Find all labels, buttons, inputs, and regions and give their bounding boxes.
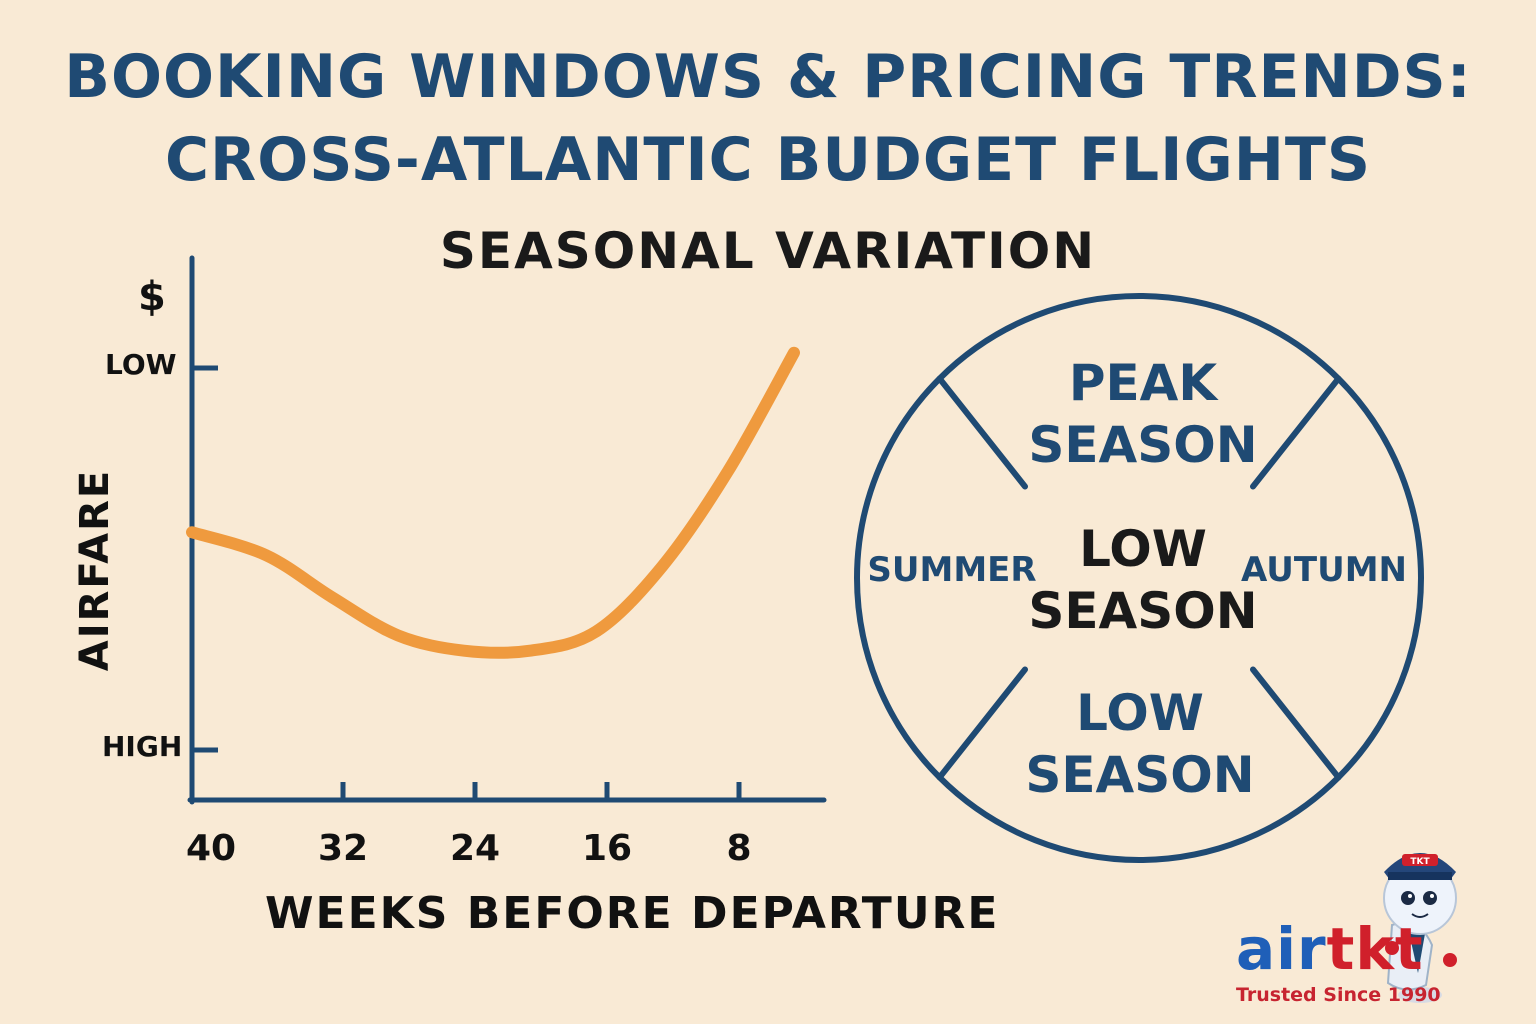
- season-center-line-1: LOW: [1079, 520, 1207, 578]
- x-axis-label: WEEKS BEFORE DEPARTURE: [265, 888, 1000, 939]
- page-title-line-1: BOOKING WINDOWS & PRICING TRENDS:: [64, 42, 1472, 112]
- season-wheel-circle: [854, 293, 1424, 863]
- mascot-hat-badge: TKT: [1410, 857, 1430, 867]
- season-bottom-label: LOW SEASON: [1025, 682, 1254, 806]
- x-tick-label: 8: [726, 828, 752, 869]
- x-tick-label: 16: [581, 828, 633, 869]
- season-wheel: [854, 293, 1424, 863]
- airfare-series-line: [186, 346, 800, 659]
- season-center-line-2: SEASON: [1028, 582, 1258, 640]
- season-bottom-line-1: LOW: [1076, 684, 1204, 742]
- y-axis-currency-symbol: $: [138, 274, 166, 320]
- season-wheel-divider: [1250, 375, 1342, 490]
- y-tick-label: LOW: [105, 348, 177, 381]
- x-tick-label: 32: [317, 828, 369, 869]
- y-axis-label: AIRFARE: [72, 468, 118, 672]
- season-left-label: SUMMER: [867, 550, 1037, 590]
- page-title-line-2: CROSS-ATLANTIC BUDGET FLIGHTS: [164, 125, 1372, 195]
- season-top-label: PEAK SEASON: [1028, 352, 1257, 476]
- chart-subtitle: SEASONAL VARIATION: [439, 222, 1097, 280]
- chart-axes: [187, 255, 827, 805]
- brand-name-part-2: tkt: [1326, 915, 1424, 983]
- brand-tagline: Trusted Since 1990: [1236, 984, 1441, 1006]
- y-tick-label: HIGH: [102, 730, 183, 763]
- season-right-label: AUTUMN: [1241, 550, 1407, 590]
- season-bottom-line-2: SEASON: [1025, 746, 1255, 804]
- x-tick-label: 40: [185, 828, 237, 869]
- chart-series: [186, 346, 800, 659]
- brand-name: airtkt: [1236, 918, 1424, 980]
- mascot-logo: TKT: [1383, 853, 1457, 1003]
- season-wheel-divider: [936, 666, 1028, 781]
- season-top-line-1: PEAK: [1068, 354, 1218, 412]
- brand-name-part-1: air: [1236, 915, 1327, 983]
- season-wheel-divider: [936, 375, 1028, 490]
- season-center-label: LOW SEASON: [1028, 518, 1257, 642]
- x-tick-label: 24: [449, 828, 501, 869]
- season-wheel-divider: [1250, 666, 1342, 781]
- season-top-line-2: SEASON: [1028, 416, 1258, 474]
